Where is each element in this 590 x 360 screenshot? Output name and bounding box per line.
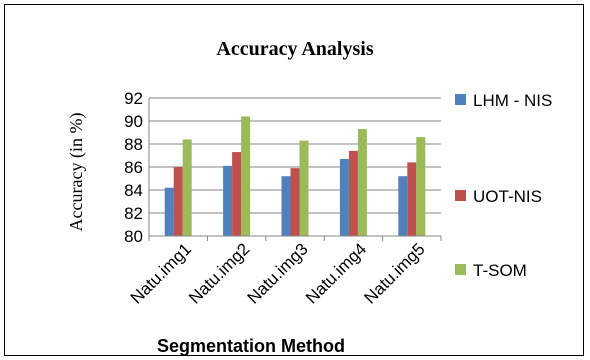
bar-t-som xyxy=(416,137,426,236)
x-tick-label: Natu.img2 xyxy=(185,239,253,307)
legend-label: UOT-NIS xyxy=(473,187,542,206)
x-tick-label: Natu.img5 xyxy=(360,239,428,307)
bars-layer xyxy=(164,116,426,236)
y-tick-label: 92 xyxy=(124,89,143,108)
x-tick-label: Natu.img4 xyxy=(302,239,370,307)
chart-title: Accuracy Analysis xyxy=(216,38,373,60)
chart-svg: Accuracy Analysis Accuracy (in %) Segmen… xyxy=(66,38,552,356)
bar-t-som xyxy=(299,140,309,236)
legend-label: T-SOM xyxy=(473,261,527,280)
bar-lhm-nis xyxy=(223,165,233,236)
bar-uot-nis xyxy=(290,168,300,236)
bar-uot-nis xyxy=(232,152,242,236)
y-tick-label: 82 xyxy=(124,204,143,223)
bar-uot-nis xyxy=(407,162,417,236)
bar-lhm-nis xyxy=(164,187,174,236)
x-tick-label: Natu.img3 xyxy=(244,239,312,307)
bar-t-som xyxy=(357,129,367,236)
y-tick-label: 84 xyxy=(124,181,143,200)
bar-lhm-nis xyxy=(398,176,408,236)
chart-frame: Accuracy Analysis Accuracy (in %) Segmen… xyxy=(4,4,584,356)
y-tick-label: 86 xyxy=(124,158,143,177)
bar-uot-nis xyxy=(173,167,183,236)
legend-swatch xyxy=(455,190,466,201)
x-tick-label: Natu.img1 xyxy=(127,239,195,307)
y-axis-label: Accuracy (in %) xyxy=(66,113,87,232)
bar-t-som xyxy=(182,139,192,236)
bar-lhm-nis xyxy=(281,176,291,236)
bar-lhm-nis xyxy=(339,158,349,236)
legend: LHM - NIS UOT-NIS T-SOM xyxy=(455,91,552,280)
legend-swatch xyxy=(455,264,466,275)
bar-t-som xyxy=(241,116,251,236)
bar-uot-nis xyxy=(348,150,358,236)
legend-label: LHM - NIS xyxy=(473,91,552,110)
y-tick-label: 80 xyxy=(124,227,143,246)
x-axis-label: Segmentation Method xyxy=(157,336,345,356)
legend-swatch xyxy=(455,94,466,105)
y-tick-label: 88 xyxy=(124,135,143,154)
y-tick-label: 90 xyxy=(124,112,143,131)
